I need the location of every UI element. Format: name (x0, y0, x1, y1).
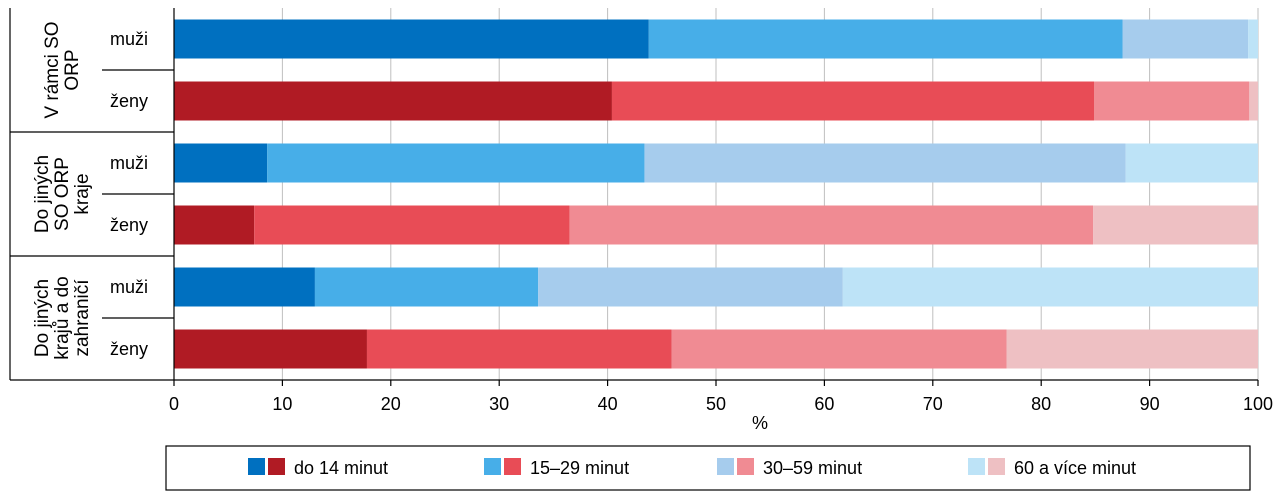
legend-swatch-men (968, 458, 985, 475)
bar-segment-2-1-4 (1125, 143, 1258, 183)
legend-swatch-men (484, 458, 501, 475)
bar-segment-1-2-1 (174, 81, 612, 121)
group-label-line: ORP (62, 49, 83, 90)
x-tick-label: 20 (381, 394, 401, 414)
group-label-line: V rámci SO (42, 21, 63, 118)
bar-segment-3-1-3 (538, 267, 843, 307)
group-label-line: kraje (72, 173, 93, 214)
group-label-line: zahraničí (72, 279, 93, 357)
x-tick-label: 50 (706, 394, 726, 414)
bar-segment-1-1-1 (174, 19, 649, 59)
bar-segment-3-1-2 (314, 267, 539, 307)
bar-segment-1-1-2 (648, 19, 1123, 59)
group-label-line: Do jiných (32, 279, 53, 357)
bar-segment-1-2-2 (611, 81, 1095, 121)
bar-segment-3-2-3 (671, 329, 1007, 369)
bar-segment-2-1-3 (644, 143, 1126, 183)
row-label: ženy (110, 215, 148, 235)
bar-segment-3-2-4 (1006, 329, 1258, 369)
x-tick-label: 40 (598, 394, 618, 414)
x-axis: 0 10 20 30 40 50 60 70 80 90 100 (10, 379, 1273, 414)
bars (174, 19, 1258, 369)
legend-label: 15–29 minut (530, 458, 629, 478)
legend-swatch-men (717, 458, 734, 475)
bar-segment-2-1-2 (267, 143, 645, 183)
row-label: muži (110, 277, 148, 297)
x-tick-label: 0 (169, 394, 179, 414)
legend-label: 30–59 minut (763, 458, 862, 478)
group-label-line: SO ORP (52, 157, 73, 231)
bar-segment-2-2-4 (1093, 205, 1258, 245)
x-tick-label: 70 (923, 394, 943, 414)
legend-label: 60 a více minut (1014, 458, 1136, 478)
bar-segment-3-2-2 (366, 329, 672, 369)
row-label: ženy (110, 339, 148, 359)
bar-segment-1-2-4 (1249, 81, 1258, 121)
bar-segment-3-2-1 (174, 329, 367, 369)
row-label: ženy (110, 91, 148, 111)
group-label: Do jinýchSO ORPkraje (32, 155, 93, 233)
group-label: V rámci SOORP (42, 21, 83, 118)
legend-swatch-women (504, 458, 521, 475)
bar-segment-1-1-3 (1122, 19, 1249, 59)
x-tick-label: 60 (814, 394, 834, 414)
grid-lines (173, 8, 1259, 380)
group-label-line: Do jiných (32, 155, 53, 233)
bar-segment-2-1-1 (174, 143, 268, 183)
legend-swatch-women (268, 458, 285, 475)
legend-swatch-men (248, 458, 265, 475)
bar-segment-3-1-4 (842, 267, 1258, 307)
legend-label: do 14 minut (294, 458, 388, 478)
legend-swatch-women (737, 458, 754, 475)
x-tick-label: 30 (489, 394, 509, 414)
group-label-line: krajů a do (52, 276, 73, 359)
group-label: Do jinýchkrajů a dozahraničí (32, 276, 93, 359)
legend-swatch-women (988, 458, 1005, 475)
x-tick-label: 100 (1243, 394, 1273, 414)
bar-segment-2-2-1 (174, 205, 255, 245)
legend: do 14 minut 15–29 minut 30–59 minut 60 a ví… (165, 445, 1251, 491)
row-label: muži (110, 153, 148, 173)
bar-segment-2-2-3 (569, 205, 1094, 245)
x-tick-label: 90 (1140, 394, 1160, 414)
x-axis-title: % (752, 413, 768, 433)
bar-segment-2-2-2 (254, 205, 570, 245)
bar-segment-3-1-1 (174, 267, 315, 307)
row-label: muži (110, 29, 148, 49)
category-frame (9, 8, 175, 380)
legend-box (165, 445, 1251, 491)
bar-segment-1-2-3 (1094, 81, 1250, 121)
x-tick-label: 10 (272, 394, 292, 414)
bar-segment-1-1-4 (1248, 19, 1258, 59)
x-tick-label: 80 (1031, 394, 1051, 414)
